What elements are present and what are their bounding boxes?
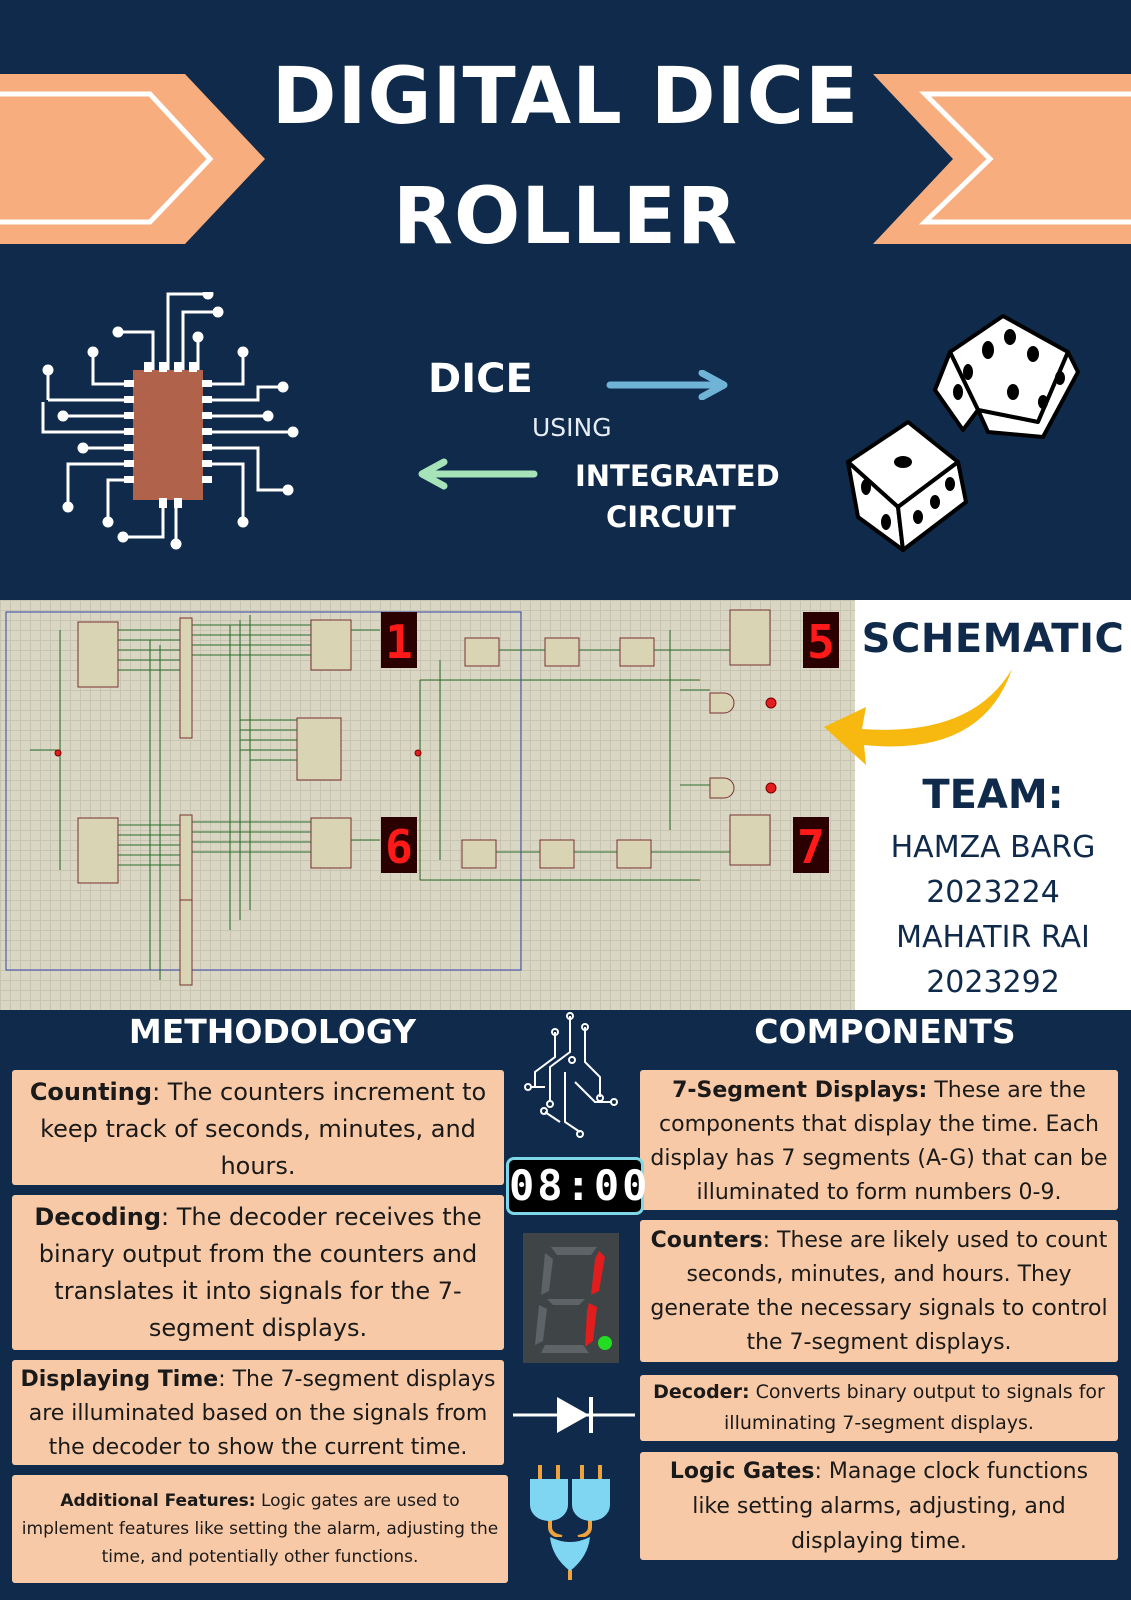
right-chevron-ribbon	[873, 74, 1131, 244]
arrow-curved-left-icon	[824, 669, 1012, 765]
component-card-counters: Counters: These are likely used to count…	[640, 1220, 1118, 1362]
methodology-term: Counting	[29, 1078, 153, 1106]
display-digit-4: 7	[797, 820, 825, 874]
integrated-circuit-icon	[41, 292, 299, 550]
component-card-7-segment: 7-Segment Displays: These are the compon…	[640, 1070, 1118, 1210]
digital-clock-icon: 08:00	[506, 1157, 647, 1215]
logic-gate-icon	[530, 1465, 610, 1580]
component-text: : Manage clock functions like setting al…	[692, 1459, 1089, 1554]
methodology-heading: METHODOLOGY	[128, 1012, 417, 1051]
diode-icon	[513, 1397, 635, 1433]
team-heading: TEAM:	[922, 772, 1064, 818]
arrow-right-icon	[606, 370, 728, 400]
schematic-drawing: 1 5 6 7	[5, 609, 839, 986]
methodology-card-counting: Counting: The counters increment to keep…	[12, 1070, 504, 1185]
display-digit-1: 1	[385, 615, 413, 669]
label-circuit: CIRCUIT	[606, 500, 736, 534]
arrow-left-icon	[418, 458, 538, 490]
label-dice: DICE	[428, 356, 533, 402]
dice-pair-icon	[846, 314, 1080, 552]
component-term: Decoder:	[653, 1381, 750, 1403]
methodology-card-additional-features: Additional Features: Logic gates are use…	[12, 1475, 508, 1583]
circuit-traces-icon	[524, 1012, 618, 1138]
component-text: Converts binary output to signals for il…	[724, 1381, 1105, 1434]
methodology-text: : The decoder receives the binary output…	[38, 1203, 482, 1342]
title-line-1: DIGITAL DICE	[271, 52, 860, 142]
component-text: : These are likely used to count seconds…	[650, 1228, 1108, 1355]
component-term: Counters	[650, 1228, 763, 1253]
display-digit-3: 6	[385, 820, 413, 874]
team-member-id-1: 2023224	[926, 875, 1060, 910]
display-digit-2: 5	[807, 615, 835, 669]
methodology-text: Logic gates are used to implement featur…	[21, 1491, 499, 1567]
team-member-name-1: HAMZA BARG	[890, 830, 1096, 865]
methodology-card-displaying-time: Displaying Time: The 7-segment displays …	[12, 1360, 504, 1465]
component-card-decoder: Decoder: Converts binary output to signa…	[640, 1375, 1118, 1441]
component-term: Logic Gates	[669, 1459, 815, 1484]
methodology-term: Decoding	[34, 1203, 161, 1231]
team-panel: SCHEMATIC TEAM: HAMZA BARG 2023224 MAHAT…	[855, 600, 1131, 1010]
circuit-schematic: 1 5 6 7	[0, 600, 855, 1010]
components-heading: COMPONENTS	[754, 1012, 1016, 1051]
methodology-text: : The 7-segment displays are illuminated…	[28, 1367, 496, 1460]
label-integrated: INTEGRATED	[575, 459, 780, 493]
methodology-card-decoding: Decoding: The decoder receives the binar…	[12, 1195, 504, 1350]
seven-segment-digit-icon	[523, 1233, 619, 1363]
schematic-heading: SCHEMATIC	[861, 616, 1125, 662]
methodology-term: Additional Features:	[60, 1491, 256, 1511]
left-chevron-ribbon	[0, 74, 265, 244]
component-card-logic-gates: Logic Gates: Manage clock functions like…	[640, 1452, 1118, 1560]
label-using: USING	[532, 413, 612, 442]
component-term: 7-Segment Displays:	[672, 1078, 928, 1103]
team-member-name-2: MAHATIR RAI	[896, 920, 1090, 955]
team-member-id-2: 2023292	[926, 965, 1060, 1000]
methodology-text: : The counters increment to keep track o…	[40, 1078, 487, 1180]
title-line-2: ROLLER	[392, 172, 739, 262]
methodology-term: Displaying Time	[20, 1367, 219, 1392]
header-banner: DIGITAL DICE ROLLER	[0, 0, 1131, 600]
component-text: These are the components that display th…	[650, 1078, 1108, 1205]
